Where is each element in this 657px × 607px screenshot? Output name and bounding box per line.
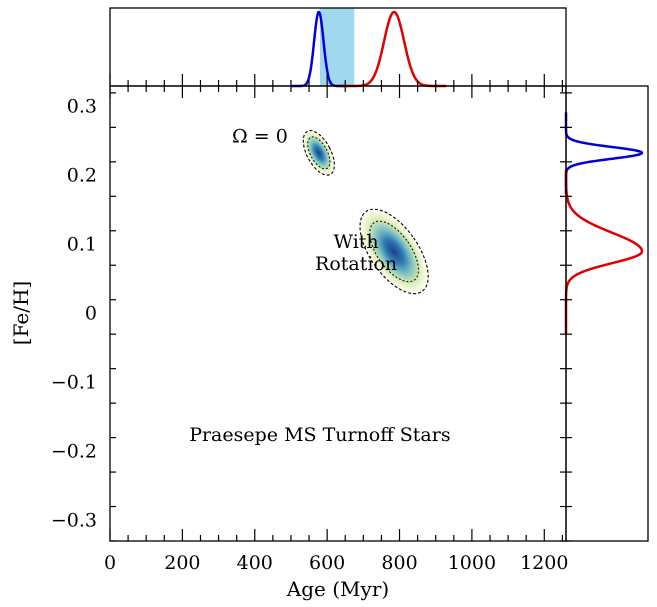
x-tick-label-5: 1000 — [448, 552, 496, 574]
age-range-band — [319, 8, 355, 86]
inner-contour-0 — [307, 136, 331, 170]
main-axis-ticks — [109, 86, 566, 542]
density-contour-non-rotating — [302, 130, 335, 176]
right-marginal-curve-non-rotating — [564, 112, 644, 194]
y-tick-label-3: 0 — [85, 303, 97, 325]
annotation-1: With — [334, 231, 379, 253]
x-axis-title: Age (Myr) — [286, 577, 389, 601]
outer-contour-0 — [302, 130, 335, 176]
y-tick-label-6: 0.3 — [67, 96, 97, 118]
y-tick-label-2: −0.1 — [51, 371, 97, 393]
x-tick-label-6: 1200 — [520, 552, 568, 574]
x-tick-label-0: 0 — [104, 552, 116, 574]
y-axis-title: [Fe/H] — [9, 281, 33, 345]
outer-contour-1 — [359, 208, 429, 295]
x-tick-label-2: 400 — [237, 552, 273, 574]
y-tick-labels: −0.3 −0.2 −0.1 0 0.1 0.2 0.3 — [51, 96, 97, 532]
inner-contour-1 — [369, 220, 419, 283]
x-tick-label-3: 600 — [309, 552, 345, 574]
top-panel-ticks — [109, 74, 563, 86]
top-marginal-curve-rotating — [341, 10, 447, 88]
y-tick-label-1: −0.2 — [51, 440, 97, 462]
right-marginal-curve-rotating — [564, 169, 644, 334]
density-fill-1 — [361, 210, 428, 293]
main-plot-frame — [109, 85, 567, 542]
x-tick-labels: 0 200 400 600 800 1000 1200 — [104, 552, 569, 574]
density-fill-0 — [303, 131, 334, 175]
top-marginal-panel — [109, 7, 567, 88]
annotation-0: Ω = 0 — [232, 126, 288, 148]
density-contour-rotating — [359, 208, 429, 295]
main-plot-panel: 0 200 400 600 800 1000 1200 −0.3 −0.2 −0.1 0 0.1 0.… — [9, 85, 569, 601]
y-tick-label-0: −0.3 — [51, 509, 97, 531]
y-tick-label-4: 0.1 — [67, 234, 97, 256]
x-tick-label-1: 200 — [164, 552, 200, 574]
right-marginal-panel — [564, 85, 649, 542]
annotation-3: Praesepe MS Turnoff Stars — [189, 424, 450, 446]
right-panel-ticks — [566, 92, 572, 542]
y-tick-label-5: 0.2 — [67, 165, 97, 187]
x-tick-label-4: 800 — [381, 552, 417, 574]
annotation-2: Rotation — [315, 253, 397, 275]
